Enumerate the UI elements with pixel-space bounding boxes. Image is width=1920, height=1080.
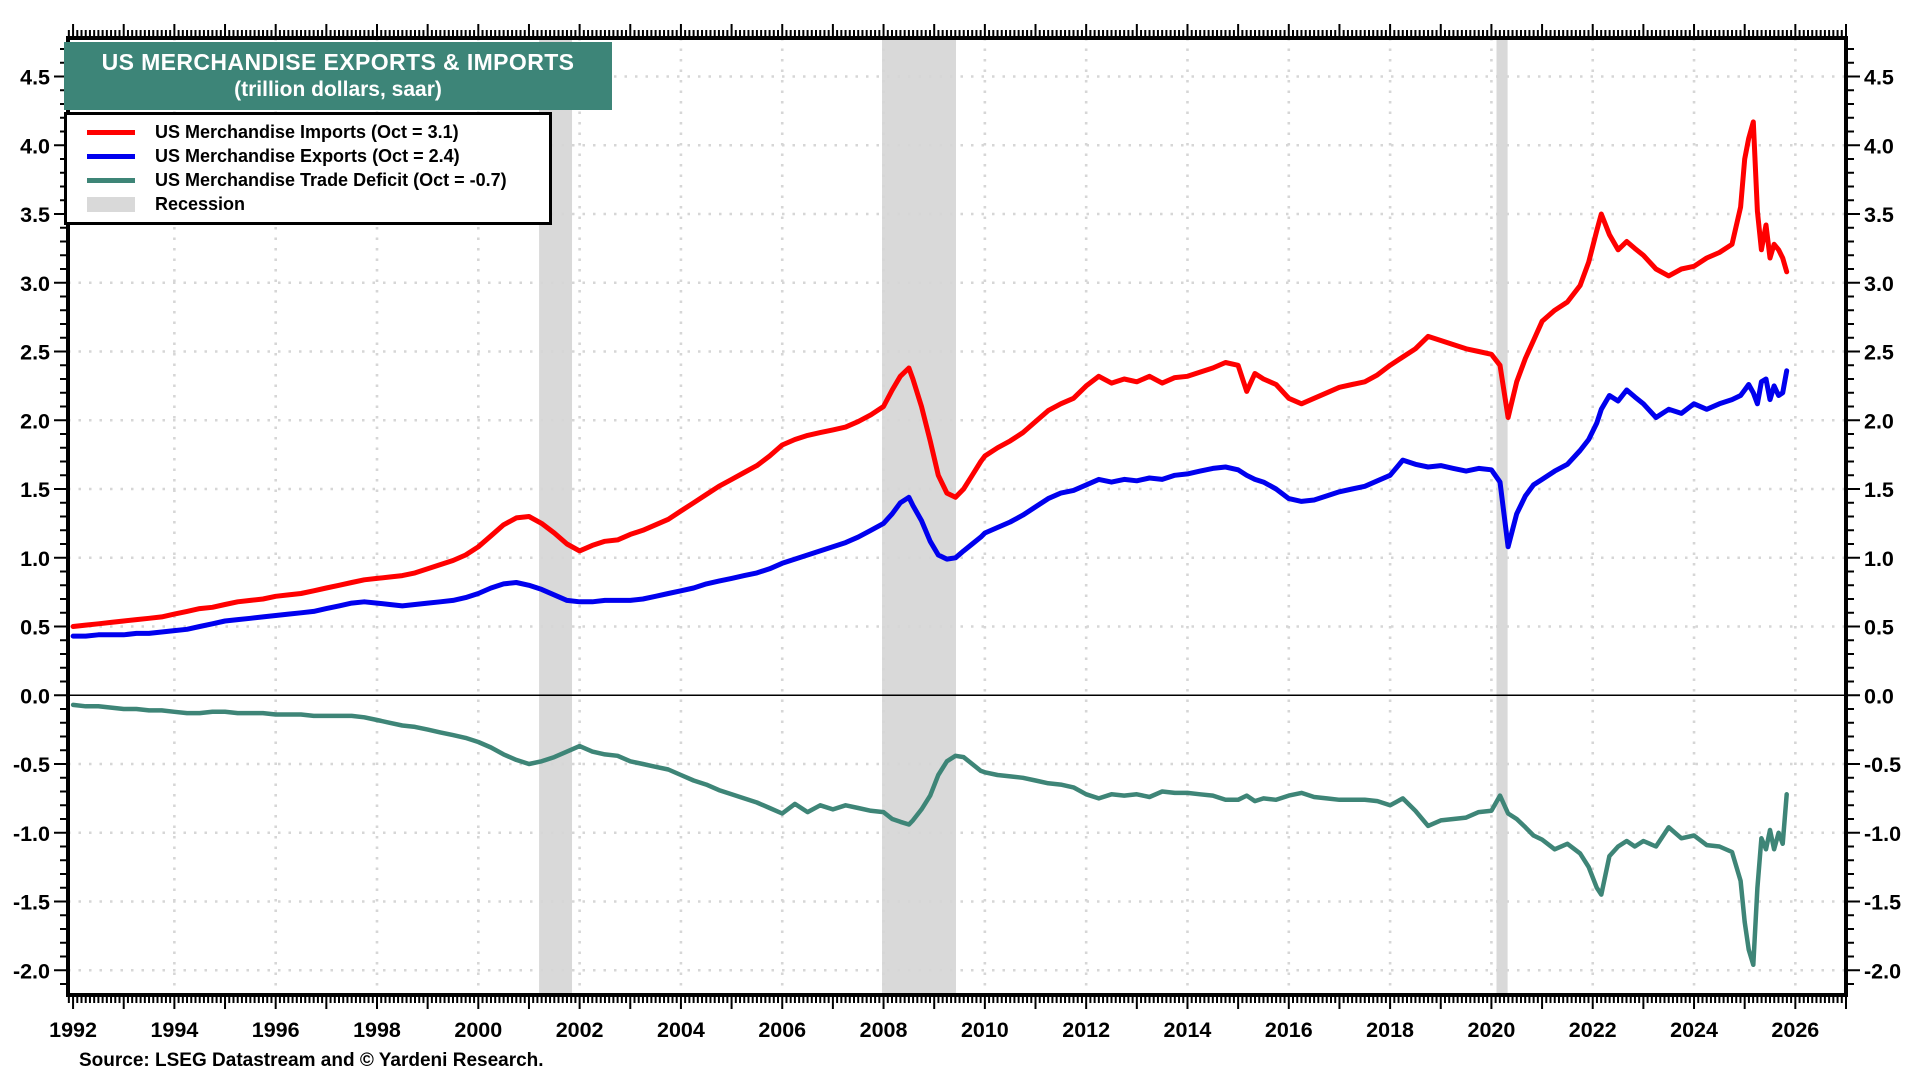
y-tick-label-left: 2.5 — [20, 341, 50, 365]
legend-line-swatch — [87, 129, 135, 135]
series-deficit — [70, 702, 1789, 968]
y-tick-label-right: 2.0 — [1864, 409, 1894, 433]
x-tick-label: 2018 — [1366, 1018, 1414, 1042]
y-tick-label-right: 2.5 — [1864, 341, 1894, 365]
y-axis-labels: 4.5 4.5 4.0 4.0 3.5 3.5 3.0 3.0 2.5 2.5 2.0 2.0 1.5 1… — [13, 66, 1901, 984]
y-tick-label-right: 1.0 — [1864, 547, 1894, 571]
legend-band-swatch — [87, 196, 135, 212]
y-tick-label-left: -0.5 — [13, 753, 50, 777]
source-note: Source: LSEG Datastream and © Yardeni Re… — [79, 1050, 544, 1071]
legend-item-3: US Merchandise Trade Deficit (Oct = -0.7… — [67, 168, 549, 192]
x-tick-label: 2006 — [758, 1018, 806, 1042]
y-tick-label-left: 1.0 — [20, 547, 50, 571]
x-axis-ticks — [67, 24, 1847, 1009]
legend-label: US Merchandise Exports (Oct = 2.4) — [155, 145, 460, 166]
x-axis-labels: 1992 1994 1996 1998 2000 2002 2004 2006 2008 2010… — [49, 1018, 1819, 1042]
x-tick-label: 1998 — [353, 1018, 401, 1042]
legend-label: Recession — [155, 193, 246, 214]
x-tick-label: 1994 — [150, 1018, 198, 1042]
y-tick-label-right: 4.0 — [1864, 134, 1894, 158]
y-tick-label-left: 4.0 — [20, 134, 50, 158]
legend-item-4: Recession — [67, 192, 549, 216]
y-tick-label-right: 4.5 — [1864, 66, 1894, 90]
y-tick-label-left: 0.0 — [20, 684, 50, 708]
x-tick-label: 2020 — [1467, 1018, 1515, 1042]
legend-item-1: US Merchandise Imports (Oct = 3.1) — [67, 120, 549, 144]
x-tick-label: 1992 — [49, 1018, 97, 1042]
y-tick-label-left: -1.5 — [13, 891, 50, 915]
x-tick-label: 2016 — [1265, 1018, 1313, 1042]
x-tick-label: 2002 — [556, 1018, 604, 1042]
y-tick-label-right: 0.5 — [1864, 616, 1894, 640]
legend-box: US Merchandise Imports (Oct = 3.1) US Mer… — [64, 112, 552, 225]
x-tick-label: 2022 — [1569, 1018, 1617, 1042]
series-imports — [70, 119, 1790, 629]
y-tick-label-left: 3.0 — [20, 272, 50, 296]
chart-subtitle: (trillion dollars, saar) — [234, 78, 442, 101]
legend-item-2: US Merchandise Exports (Oct = 2.4) — [67, 144, 549, 168]
y-tick-label-left: -2.0 — [13, 959, 50, 983]
chart-title-box: US MERCHANDISE EXPORTS & IMPORTS (trilli… — [64, 42, 612, 110]
y-tick-label-left: 1.5 — [20, 478, 50, 502]
y-tick-label-right: -1.5 — [1864, 891, 1901, 915]
x-tick-label: 2008 — [860, 1018, 908, 1042]
chart-title: US MERCHANDISE EXPORTS & IMPORTS — [101, 49, 575, 75]
x-tick-label: 2010 — [961, 1018, 1009, 1042]
legend-line-swatch — [87, 177, 135, 183]
y-tick-label-left: 0.5 — [20, 616, 50, 640]
y-tick-label-right: 1.5 — [1864, 478, 1894, 502]
x-tick-label: 2014 — [1164, 1018, 1212, 1042]
legend-label: US Merchandise Trade Deficit (Oct = -0.7… — [155, 169, 507, 190]
y-tick-label-left: 4.5 — [20, 66, 50, 90]
y-tick-label-right: -2.0 — [1864, 959, 1901, 983]
gridlines — [68, 38, 1846, 995]
x-tick-label: 1996 — [252, 1018, 300, 1042]
legend-line-swatch — [87, 153, 135, 159]
x-tick-label: 2026 — [1771, 1018, 1819, 1042]
y-tick-label-right: -0.5 — [1864, 753, 1901, 777]
y-tick-label-left: -1.0 — [13, 822, 50, 846]
series-exports — [70, 368, 1790, 639]
y-tick-label-right: 3.5 — [1864, 203, 1894, 227]
x-tick-label: 2000 — [454, 1018, 502, 1042]
x-tick-label: 2024 — [1670, 1018, 1718, 1042]
y-tick-label-right: -1.0 — [1864, 822, 1901, 846]
y-tick-label-right: 3.0 — [1864, 272, 1894, 296]
legend-label: US Merchandise Imports (Oct = 3.1) — [155, 121, 459, 142]
y-tick-label-left: 3.5 — [20, 203, 50, 227]
x-tick-label: 2012 — [1062, 1018, 1110, 1042]
y-tick-label-left: 2.0 — [20, 409, 50, 433]
plot-border — [66, 36, 1848, 997]
y-tick-label-right: 0.0 — [1864, 684, 1894, 708]
x-tick-label: 2004 — [657, 1018, 705, 1042]
